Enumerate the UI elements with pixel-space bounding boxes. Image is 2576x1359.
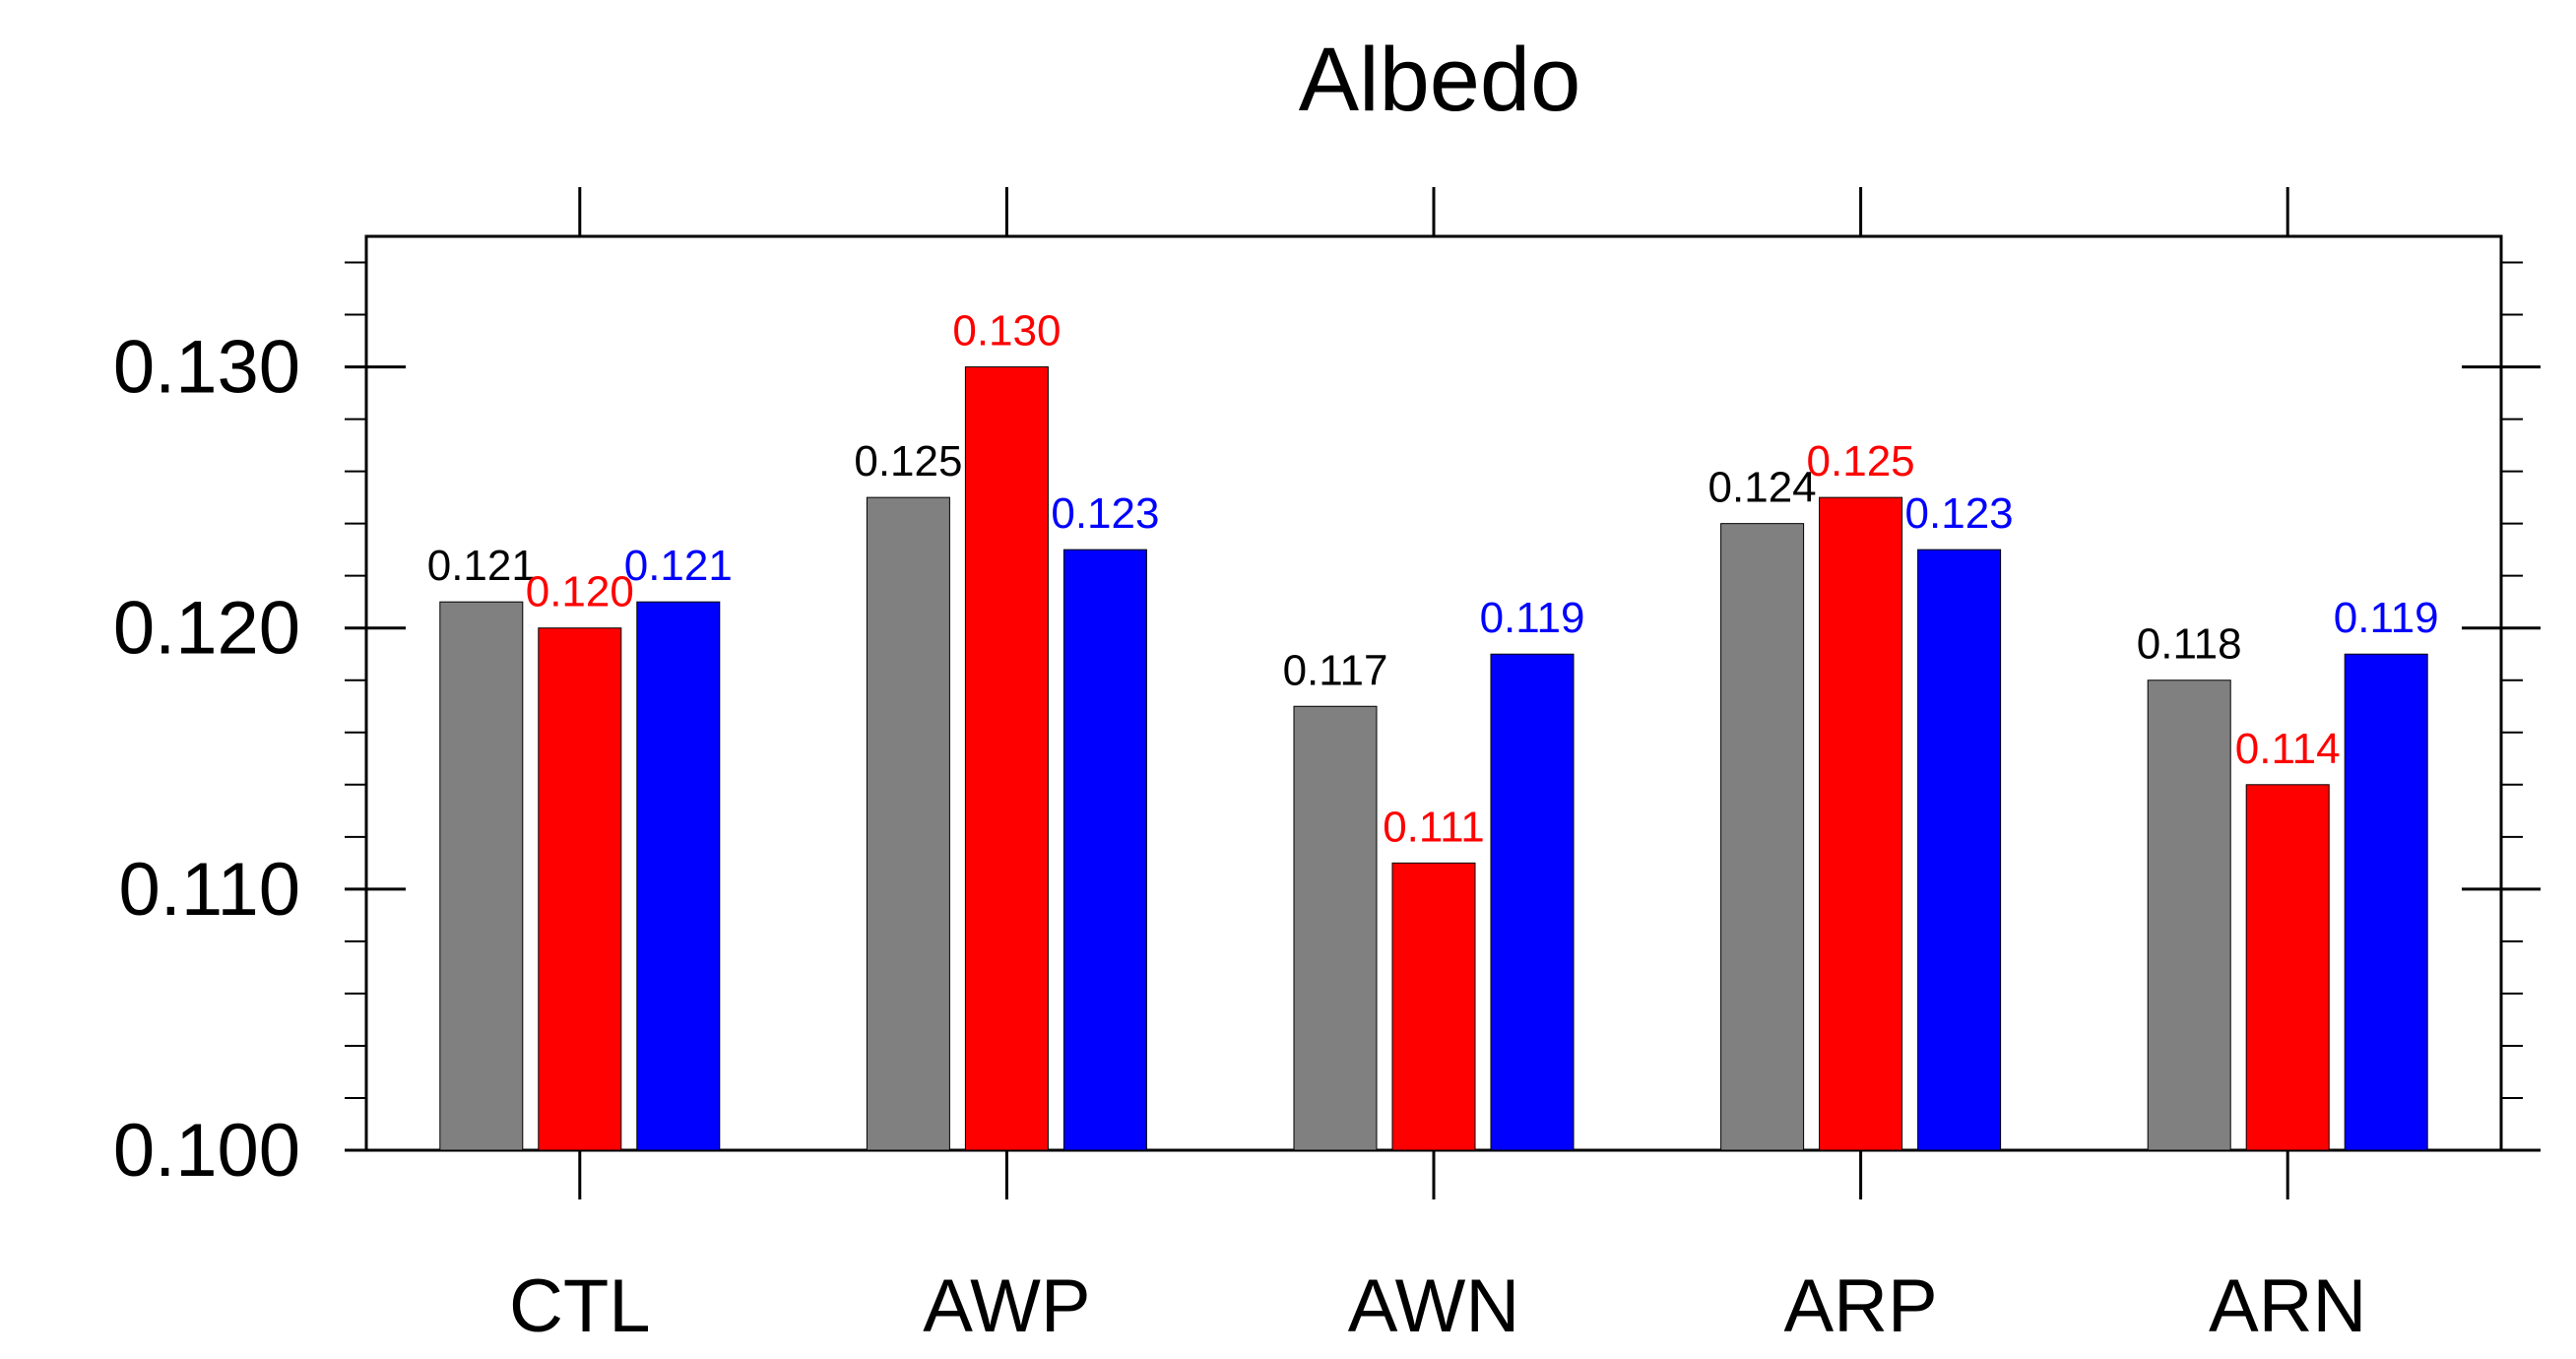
bar-value-label: 0.123 — [1051, 489, 1159, 538]
x-category-label: ARP — [1783, 1264, 1937, 1348]
chart-title: Albedo — [1299, 30, 1580, 130]
x-category-label: AWP — [923, 1264, 1090, 1348]
bar-value-label: 0.114 — [2235, 725, 2341, 773]
bar-value-label: 0.121 — [624, 542, 733, 590]
bar-arp-series-1 — [1720, 523, 1805, 1151]
bar-value-label: 0.117 — [1283, 646, 1388, 694]
bar-value-label: 0.123 — [1905, 489, 2014, 538]
y-tick-label: 0.130 — [113, 326, 300, 410]
major-ticks — [345, 187, 2541, 1199]
y-tick-label: 0.110 — [118, 848, 300, 932]
bar-value-label: 0.120 — [526, 568, 634, 616]
bar-arp-series-2 — [1819, 496, 1903, 1151]
bar-value-label: 0.125 — [1807, 437, 1915, 485]
bar-value-label: 0.130 — [952, 307, 1061, 356]
bar-arn-series-2 — [2245, 784, 2330, 1151]
y-axis-tick-labels: 0.100 0.110 0.120 0.130 — [113, 326, 300, 1193]
bar-awn-series-3 — [1490, 653, 1575, 1151]
bar-awn-series-2 — [1391, 862, 1476, 1151]
bar-arp-series-3 — [1917, 549, 2002, 1151]
bar-value-label: 0.119 — [1480, 594, 1585, 642]
x-axis-category-labels: CTL AWP AWN ARP ARN — [509, 1264, 2366, 1348]
x-category-label: AWN — [1348, 1264, 1520, 1348]
bar-value-label: 0.111 — [1383, 803, 1485, 851]
bar-awp-series-1 — [866, 496, 950, 1151]
bar-value-label: 0.118 — [2137, 620, 2242, 669]
bar-ctl-series-3 — [636, 601, 721, 1151]
bars — [439, 366, 2428, 1151]
bar-value-label: 0.124 — [1708, 464, 1817, 512]
bar-ctl-series-1 — [439, 601, 524, 1151]
bar-value-label: 0.119 — [2334, 594, 2439, 642]
bar-awn-series-1 — [1293, 705, 1378, 1151]
x-category-label: CTL — [509, 1264, 651, 1348]
y-tick-label: 0.120 — [113, 587, 300, 671]
bar-value-label: 0.125 — [854, 437, 962, 485]
x-category-label: ARN — [2209, 1264, 2366, 1348]
bar-ctl-series-2 — [538, 627, 622, 1151]
bar-value-label: 0.121 — [427, 542, 536, 590]
y-tick-label: 0.100 — [113, 1109, 300, 1193]
bar-arn-series-3 — [2344, 653, 2428, 1151]
bar-awp-series-2 — [964, 366, 1049, 1151]
bar-awp-series-3 — [1063, 549, 1147, 1151]
bar-arn-series-1 — [2147, 680, 2231, 1151]
